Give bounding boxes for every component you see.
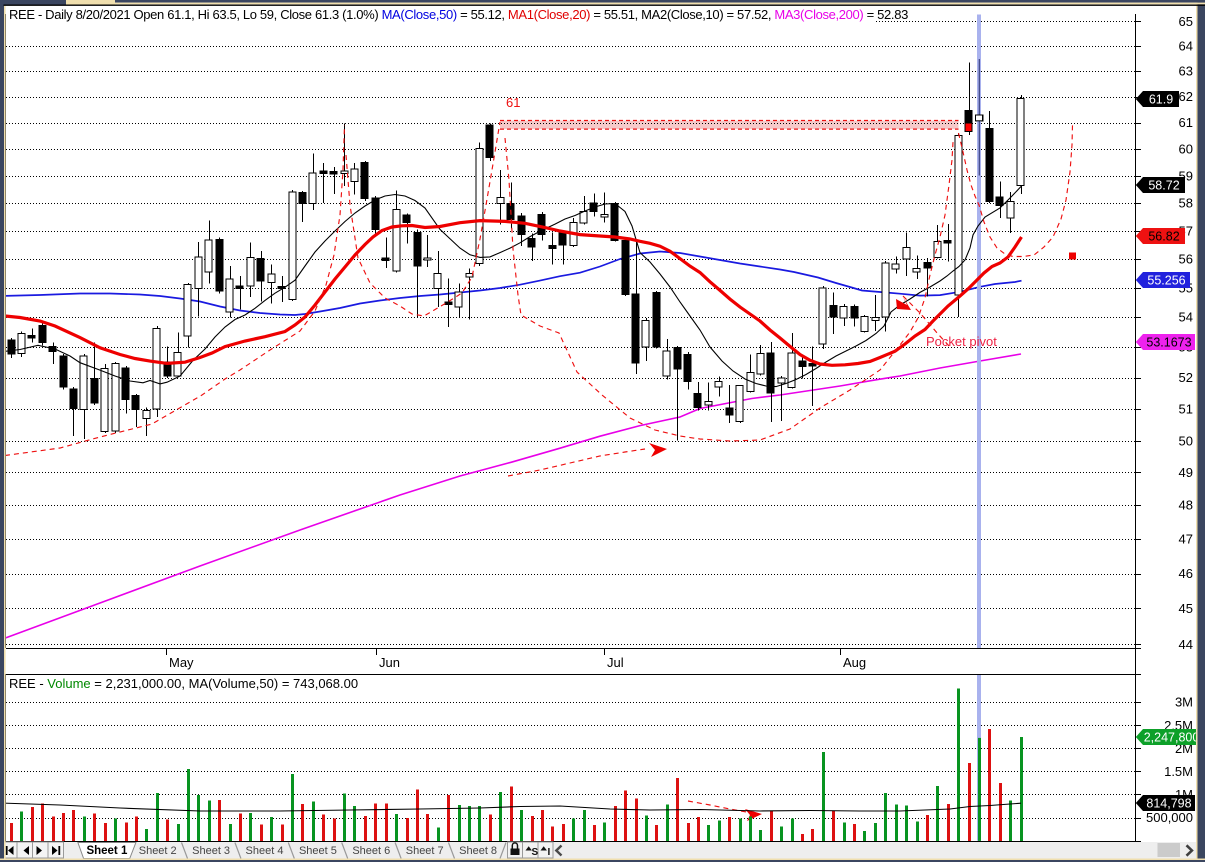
svg-text:REE - Daily 8/20/2021 Open 61.: REE - Daily 8/20/2021 Open 61.1, Hi 63.5…: [9, 7, 908, 22]
svg-text:62: 62: [1179, 89, 1193, 104]
svg-text:Sheet 2: Sheet 2: [139, 845, 177, 857]
svg-text:Sheet 5: Sheet 5: [299, 845, 337, 857]
svg-text:58.72: 58.72: [1148, 178, 1179, 192]
svg-text:50: 50: [1179, 433, 1193, 448]
svg-text:Sheet 4: Sheet 4: [246, 845, 284, 857]
svg-text:Sheet 6: Sheet 6: [352, 845, 390, 857]
svg-text:S: S: [532, 847, 539, 858]
svg-text:May: May: [169, 655, 194, 670]
svg-text:Sheet 3: Sheet 3: [192, 845, 230, 857]
svg-text:58: 58: [1179, 196, 1193, 211]
svg-text:65: 65: [1179, 14, 1193, 29]
svg-text:46: 46: [1179, 566, 1193, 581]
svg-text:I: I: [548, 847, 551, 858]
svg-text:63: 63: [1179, 64, 1193, 79]
svg-text:61.9: 61.9: [1149, 92, 1173, 106]
svg-text:Sheet 1: Sheet 1: [86, 845, 128, 857]
svg-text:61: 61: [506, 95, 520, 110]
svg-text:51: 51: [1179, 402, 1193, 417]
svg-text:61: 61: [1179, 115, 1193, 130]
svg-text:55.256: 55.256: [1147, 273, 1185, 287]
svg-text:1.5M: 1.5M: [1164, 764, 1193, 779]
svg-text:48: 48: [1179, 498, 1193, 513]
svg-text:Jul: Jul: [607, 655, 624, 670]
svg-text:Pocket pivot: Pocket pivot: [926, 334, 997, 349]
svg-text:56: 56: [1179, 252, 1193, 267]
svg-text:3M: 3M: [1175, 695, 1193, 710]
svg-text:REE - Volume = 2,231,000.00, M: REE - Volume = 2,231,000.00, MA(Volume,5…: [9, 676, 358, 691]
svg-text:45: 45: [1179, 601, 1193, 616]
svg-text:49: 49: [1179, 465, 1193, 480]
svg-text:47: 47: [1179, 531, 1193, 546]
svg-text:44: 44: [1179, 637, 1193, 652]
svg-text:500,000: 500,000: [1146, 810, 1193, 825]
svg-text:Sheet 7: Sheet 7: [406, 845, 444, 857]
svg-text:54: 54: [1179, 310, 1193, 325]
svg-text:60: 60: [1179, 142, 1193, 157]
svg-text:2,247,800: 2,247,800: [1144, 730, 1200, 744]
svg-text:814,798: 814,798: [1146, 796, 1191, 810]
svg-text:Sheet 8: Sheet 8: [459, 845, 497, 857]
svg-text:56.82: 56.82: [1148, 229, 1179, 243]
svg-text:53.1673: 53.1673: [1146, 335, 1191, 349]
svg-text:64: 64: [1179, 39, 1193, 54]
svg-text:Aug: Aug: [843, 655, 866, 670]
svg-text:52: 52: [1179, 370, 1193, 385]
svg-text:Jun: Jun: [379, 655, 400, 670]
